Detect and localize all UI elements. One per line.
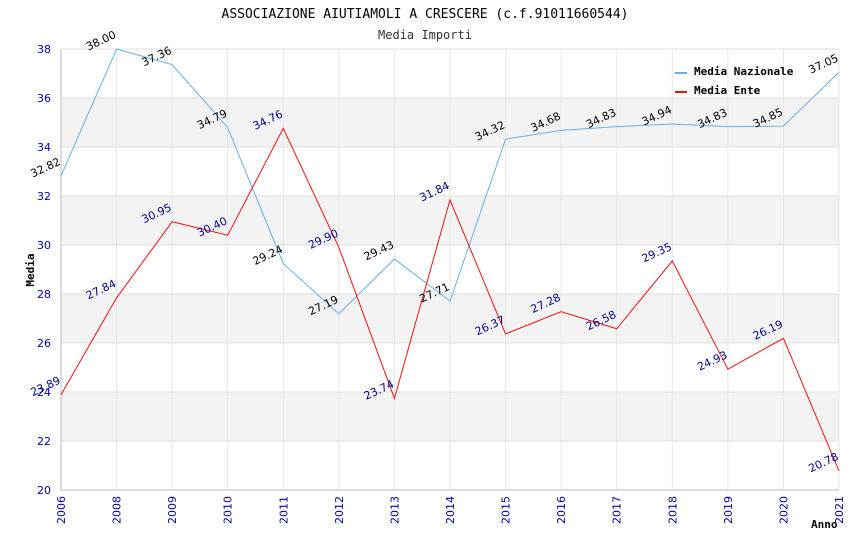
y-tick-label: 20 [37, 484, 51, 497]
series-line-media-ente [60, 127, 840, 472]
x-tick-label: 2008 [111, 496, 124, 524]
y-tick-label: 26 [37, 337, 51, 350]
x-tick-label: 2020 [777, 496, 790, 524]
legend-label-nazionale: Media Nazionale [694, 65, 794, 78]
x-tick-label: 2013 [388, 496, 401, 524]
y-tick-labels: 20 22 24 26 28 30 32 34 36 38 [37, 43, 51, 497]
legend: Media Nazionale Media Ente [675, 65, 794, 97]
series-line-media-nazionale [60, 48, 840, 315]
x-tick-label: 2017 [611, 496, 624, 524]
y-tick-label: 24 [37, 386, 51, 399]
x-tick-labels: 2006 2008 2009 2010 2011 2012 2013 2014 2015 2016… [55, 496, 846, 524]
x-tick-label: 2014 [444, 496, 457, 524]
series-lines [60, 48, 840, 472]
y-tick-label: 38 [37, 43, 51, 56]
x-tick-label: 2018 [666, 496, 679, 524]
x-tick-label: 2006 [55, 496, 68, 524]
data-label-nazionale: 37.05 [806, 52, 840, 77]
data-label-ente: 20.78 [806, 450, 840, 475]
x-tick-label: 2009 [166, 496, 179, 524]
y-tick-label: 34 [37, 141, 51, 154]
y-tick-label: 30 [37, 239, 51, 252]
y-tick-label: 36 [37, 92, 51, 105]
y-tick-label: 32 [37, 190, 51, 203]
y-axis-label: Media [24, 253, 37, 286]
x-tick-label: 2016 [555, 496, 568, 524]
x-tick-label: 2010 [222, 496, 235, 524]
y-tick-label: 22 [37, 435, 51, 448]
y-tick-label: 28 [37, 288, 51, 301]
x-tick-label: 2012 [333, 496, 346, 524]
data-label-nazionale: 32.82 [28, 155, 62, 180]
x-tick-label: 2021 [833, 496, 846, 524]
chart-title: ASSOCIAZIONE AIUTIAMOLI A CRESCERE (c.f.… [222, 7, 629, 22]
legend-label-ente: Media Ente [694, 84, 761, 97]
chart-subtitle: Media Importi [378, 28, 472, 42]
x-tick-label: 2015 [500, 496, 513, 524]
data-label-nazionale: 29.24 [251, 243, 285, 268]
data-label-ente: 24.93 [695, 348, 729, 373]
data-label-nazionale: 37.36 [140, 44, 174, 69]
x-axis-label: Anno [811, 518, 838, 531]
data-label-nazionale: 38.00 [84, 28, 118, 53]
x-tick-label: 2011 [277, 496, 290, 524]
x-tick-label: 2019 [722, 496, 735, 524]
